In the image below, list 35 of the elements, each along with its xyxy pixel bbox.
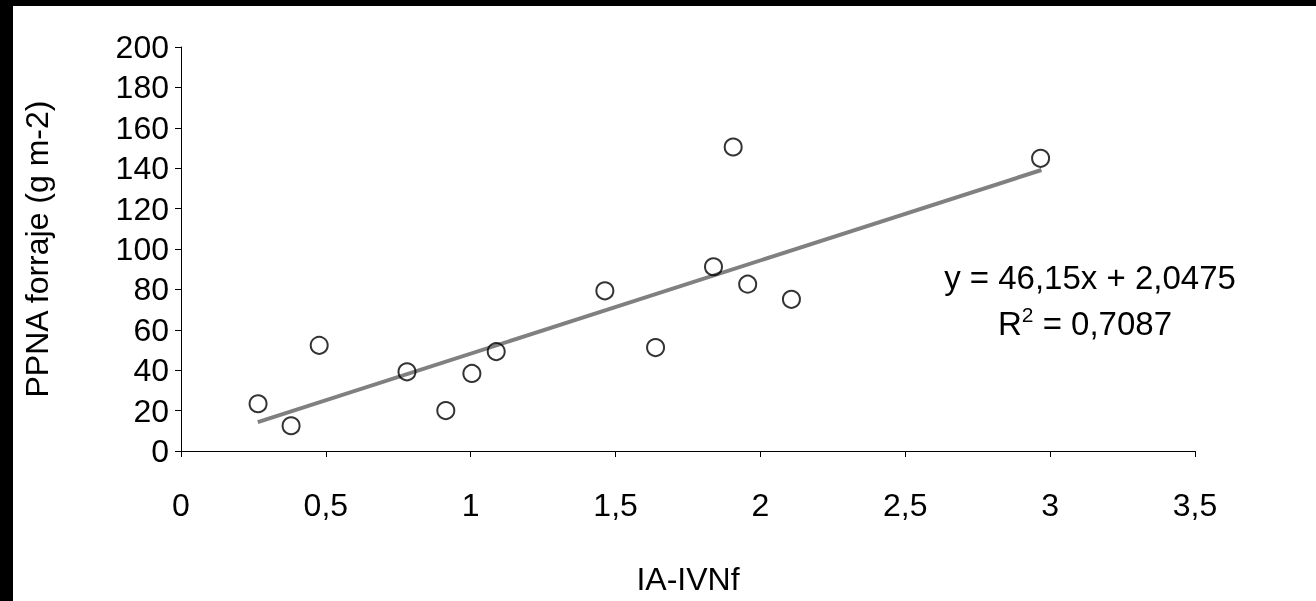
y-tick-label: 20 <box>133 392 169 429</box>
point <box>704 257 723 277</box>
x-tick-label: 1 <box>461 487 480 523</box>
y-tick-label: 180 <box>115 69 169 106</box>
point <box>646 338 666 358</box>
point <box>723 137 743 157</box>
y-tick-label: 60 <box>133 311 169 348</box>
point <box>248 394 268 414</box>
point <box>781 289 801 309</box>
point <box>397 362 417 382</box>
annotation: y = 46,15x + 2,0475 <box>944 258 1236 296</box>
y-axis-title: PPNA forraje (g m-2) <box>19 100 55 398</box>
x-axis-title: IA-IVNf <box>636 561 740 597</box>
y-tick-label: 120 <box>115 190 169 227</box>
point <box>462 363 482 383</box>
x-tick-label: 3,5 <box>1172 487 1218 523</box>
y-tick-label: 140 <box>115 150 169 187</box>
point <box>309 335 329 355</box>
point <box>436 401 456 421</box>
y-tick-label: 0 <box>151 433 169 469</box>
y-tick-label: 200 <box>115 29 169 65</box>
point <box>738 274 758 294</box>
y-tick-label: 100 <box>115 231 169 267</box>
y-tick-label: 80 <box>133 271 169 308</box>
x-tick-label: 0,5 <box>303 487 349 523</box>
y-tick-label: 40 <box>133 352 169 389</box>
point <box>595 281 615 301</box>
point <box>1031 148 1051 168</box>
x-tick-label: 3 <box>1041 487 1060 523</box>
x-tick-label: 2 <box>751 487 770 523</box>
x-tick-label: 1,5 <box>593 487 638 523</box>
point <box>281 416 301 436</box>
x-tick-label: 2,5 <box>883 487 928 523</box>
point <box>486 342 506 362</box>
y-tick-label: 160 <box>115 109 169 146</box>
